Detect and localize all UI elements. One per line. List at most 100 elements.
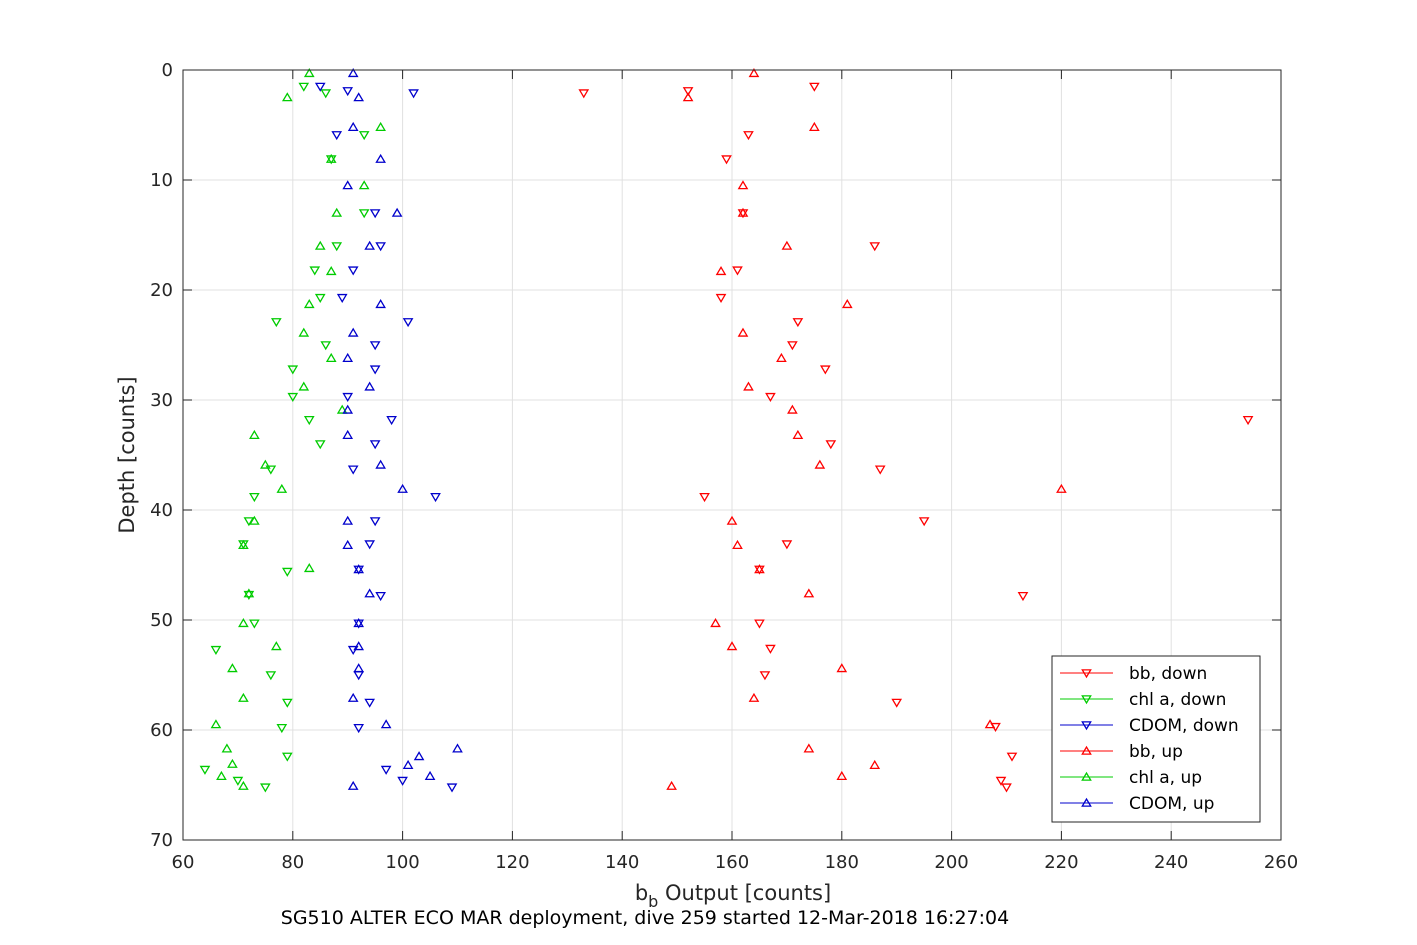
data-point: [331, 131, 343, 141]
data-point: [364, 698, 375, 708]
data-point: [841, 299, 853, 309]
x-tick-label: 260: [1264, 852, 1298, 873]
data-point: [358, 180, 370, 190]
data-point: [342, 87, 354, 97]
data-point: [743, 381, 754, 391]
x-tick-label: 240: [1154, 852, 1188, 873]
data-point: [353, 641, 365, 651]
data-point: [298, 82, 310, 92]
data-point: [754, 564, 765, 574]
x-axis-label-rest: Output [counts]: [658, 881, 831, 905]
data-point: [287, 392, 299, 402]
data-point: [265, 465, 277, 475]
data-point: [369, 365, 381, 375]
data-point: [836, 663, 848, 673]
data-point: [227, 758, 238, 768]
data-point: [792, 318, 804, 328]
data-point: [869, 759, 881, 769]
data-point: [347, 692, 359, 702]
legend-item: chl a, down: [1060, 690, 1226, 710]
data-point: [814, 459, 826, 469]
data-point: [265, 671, 277, 681]
data-point: [754, 619, 765, 629]
data-point: [984, 719, 996, 729]
data-point: [732, 266, 743, 276]
data-point: [314, 440, 326, 450]
legend-item: bb, down: [1060, 664, 1207, 684]
data-point: [809, 121, 820, 132]
data-point: [1056, 483, 1067, 493]
data-point: [353, 663, 365, 673]
data-point: [748, 692, 760, 702]
data-point: [260, 459, 271, 469]
x-axis-label: bb Output [counts]: [635, 881, 831, 911]
data-point: [314, 82, 326, 92]
y-axis-label: Depth [counts]: [115, 376, 139, 533]
data-point: [726, 515, 738, 525]
data-point: [375, 459, 386, 469]
y-tick-label: 50: [150, 610, 173, 631]
data-point: [995, 776, 1007, 786]
data-point: [452, 743, 463, 753]
data-point: [715, 293, 727, 303]
data-point: [386, 415, 397, 426]
data-point: [342, 515, 354, 525]
data-point: [243, 590, 255, 600]
x-tick-label: 60: [172, 852, 195, 873]
legend-marker: [1081, 797, 1092, 807]
y-tick-label: 40: [150, 500, 173, 521]
data-point: [413, 751, 425, 761]
data-point: [446, 783, 458, 793]
data-point: [353, 564, 365, 574]
data-point: [314, 240, 326, 250]
y-tick-label: 0: [162, 60, 173, 81]
legend-label: CDOM, up: [1129, 794, 1214, 814]
data-point: [918, 517, 930, 527]
data-point: [336, 404, 348, 414]
legend-marker: [1081, 695, 1092, 705]
data-point: [710, 618, 721, 628]
data-point: [765, 644, 776, 654]
data-point: [353, 92, 365, 102]
data-point: [781, 540, 793, 550]
data-point: [243, 588, 255, 598]
data-point: [249, 515, 260, 525]
data-point: [578, 89, 590, 99]
data-point: [342, 352, 354, 363]
data-point: [320, 89, 332, 99]
data-point: [238, 780, 249, 790]
legend-label: bb, up: [1129, 742, 1183, 762]
data-point: [281, 92, 293, 102]
data-point: [232, 776, 244, 786]
data-point: [369, 209, 381, 219]
series-5: [342, 68, 463, 790]
data-point: [765, 392, 776, 402]
data-point: [874, 465, 886, 475]
data-point: [243, 517, 255, 527]
series-1: [199, 82, 370, 793]
data-point: [787, 404, 798, 414]
data-point: [216, 770, 227, 780]
data-point: [666, 780, 677, 790]
y-tick-label: 10: [150, 170, 173, 191]
x-axis-ticks: 60 80 100 120 140 160 180 200 220 240 260: [172, 70, 1298, 873]
data-point: [347, 266, 359, 276]
y-tick-label: 30: [150, 390, 173, 411]
legend-item: chl a, up: [1060, 768, 1202, 788]
data-point: [375, 242, 386, 252]
data-point: [342, 539, 354, 549]
data-point: [270, 318, 282, 328]
data-point: [325, 153, 337, 163]
data-point: [331, 242, 343, 252]
data-point: [397, 776, 408, 786]
data-point: [402, 759, 414, 769]
data-point: [809, 82, 820, 92]
data-point: [397, 483, 408, 493]
data-point: [281, 567, 293, 577]
y-tick-label: 60: [150, 720, 173, 741]
data-point: [342, 392, 354, 402]
data-point: [732, 539, 743, 549]
data-point: [336, 293, 348, 303]
data-point: [347, 780, 359, 790]
y-axis-ticks: 0 10 20 30 40 50 60 70: [150, 60, 1281, 851]
